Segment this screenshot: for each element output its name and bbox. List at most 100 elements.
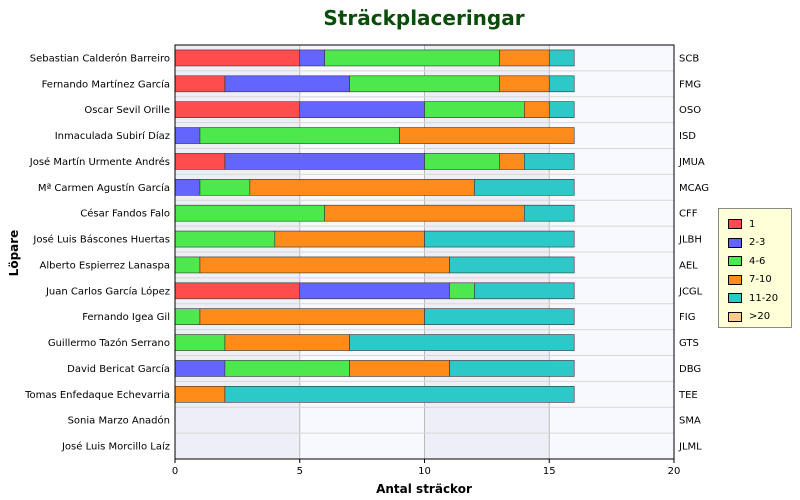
legend-swatch: [728, 256, 742, 267]
bar-segment: [424, 308, 575, 325]
runner-name-label: José Martín Urmente Andrés: [29, 156, 170, 168]
bar-segment: [399, 127, 575, 144]
runner-code-label: GTS: [679, 338, 699, 349]
bar-segment: [174, 49, 301, 67]
runner-name-label: Inmaculada Subirí Díaz: [55, 130, 170, 142]
bar-segment: [548, 75, 575, 93]
runner-name-label: Sebastian Calderón Barreiro: [30, 52, 170, 64]
legend-item: 7-10: [728, 271, 791, 290]
bar-segment: [324, 204, 525, 222]
runner-code-label: MCAG: [679, 183, 709, 194]
runner-code-label: SCB: [679, 53, 699, 64]
x-axis-title: Antal sträckor: [376, 482, 472, 496]
bar-segment: [523, 101, 550, 118]
legend-label: 11-20: [749, 292, 779, 304]
runner-name-label: Oscar Sevil Orille: [84, 105, 170, 116]
legend-item: 2-3: [728, 234, 791, 253]
legend-label: 2-3: [749, 237, 766, 249]
runner-code-label: FMG: [679, 79, 701, 90]
chart-title: Sträckplaceringar: [323, 6, 525, 30]
runner-name-label: César Fandos Falo: [80, 208, 170, 220]
legend-item: 1: [728, 215, 791, 234]
runner-code-label: JLBH: [678, 235, 702, 246]
bar-segment: [424, 153, 500, 170]
bar-segment: [199, 127, 400, 144]
bar-segment: [499, 75, 550, 93]
x-tick-label: 20: [668, 466, 681, 477]
bar-segment: [224, 360, 350, 377]
bar-segment: [548, 49, 575, 67]
bar-segment: [299, 101, 425, 118]
bar-segment: [199, 256, 450, 274]
runner-code-label: AEL: [679, 260, 698, 271]
bar-segment: [299, 49, 326, 67]
bar-segment: [449, 360, 575, 377]
x-tick-labels: 0 5 10 15 20: [172, 466, 681, 477]
runner-name-label: Alberto Espierrez Lanaspa: [39, 260, 170, 271]
bar-segment: [174, 308, 201, 325]
runner-code-label: CFF: [679, 209, 698, 220]
plot-frame: [174, 44, 675, 463]
runner-code-label: FIG: [679, 312, 695, 323]
legend-swatch: [728, 311, 742, 322]
legend-item: 4-6: [728, 252, 791, 271]
y-axis-title: Löpare: [7, 230, 21, 277]
bar-segment: [174, 230, 276, 248]
bar-segment: [274, 230, 425, 248]
legend-swatch: [728, 237, 742, 248]
bar-segment: [174, 282, 301, 300]
legend-swatch: [728, 274, 742, 285]
runner-name-label: Guillermo Tazón Serrano: [48, 337, 170, 349]
legend-label: >20: [749, 311, 771, 323]
bar-segment: [424, 101, 525, 118]
bar-segment: [174, 386, 226, 403]
runner-name-label: Fernando Igea Gil: [82, 312, 170, 323]
bar-segment: [299, 282, 450, 300]
bar-segment: [449, 282, 475, 300]
legend-swatch: [728, 293, 742, 304]
legend: 1 2-3 4-6 7-10 11-20 >20: [718, 208, 792, 328]
x-tick-label: 15: [543, 466, 556, 477]
right-tick-labels: SCB FMG OSO ISD JMUA MCAG CFF JLBH AEL JCGL FIG GTS…: [678, 53, 709, 452]
runner-code-label: JLML: [678, 442, 702, 453]
runner-code-label: JCGL: [678, 286, 703, 297]
bar-segment: [424, 230, 575, 248]
runner-name-label: David Bericat García: [67, 363, 170, 375]
runner-code-label: JMUA: [678, 157, 705, 168]
runner-name-label: Fernando Martínez García: [42, 78, 170, 90]
bars: [174, 49, 575, 403]
runner-name-label: Juan Carlos García López: [45, 285, 170, 297]
bar-segment: [174, 127, 201, 144]
x-tick-label: 5: [297, 466, 303, 477]
bar-segment: [199, 179, 251, 196]
bar-segment: [548, 101, 575, 118]
bar-segment: [349, 360, 450, 377]
bar-segment: [474, 282, 575, 300]
y-tick-labels: Sebastian Calderón Barreiro Fernando Mart…: [24, 52, 170, 452]
legend-swatch: [728, 219, 742, 230]
bar-segment: [174, 153, 226, 170]
legend-item: >20: [728, 308, 791, 327]
legend-item: 11-20: [728, 289, 791, 308]
bar-segment: [199, 308, 425, 325]
runner-code-label: SMA: [679, 416, 701, 427]
x-tick-label: 10: [418, 466, 431, 477]
bar-segment: [224, 75, 350, 93]
runner-code-label: DBG: [679, 364, 701, 375]
x-tick-label: 0: [172, 466, 178, 477]
bar-segment: [349, 334, 575, 351]
bar-segment: [174, 256, 201, 274]
runner-code-label: OSO: [679, 105, 701, 116]
bar-segment: [499, 153, 525, 170]
bar-segment: [474, 179, 575, 196]
bar-segment: [174, 179, 201, 196]
bar-segment: [449, 256, 575, 274]
runner-name-label: Sonia Marzo Anadón: [68, 415, 170, 427]
bar-segment: [174, 75, 226, 93]
bar-segment: [249, 179, 475, 196]
bar-segment: [174, 334, 226, 351]
runner-name-label: Mª Carmen Agustín García: [38, 182, 170, 194]
bar-segment: [174, 101, 301, 118]
legend-label: 7-10: [749, 274, 772, 286]
